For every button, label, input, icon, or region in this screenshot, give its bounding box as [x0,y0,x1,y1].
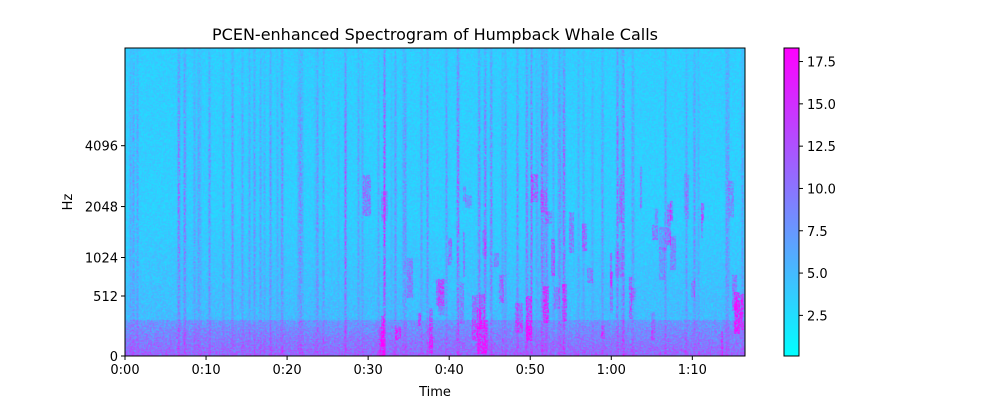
y-tick-label: 2048 [85,201,118,216]
spectrogram-image [125,48,745,356]
chart-title: PCEN-enhanced Spectrogram of Humpback Wh… [212,25,658,44]
colorbar-tick-label: 12.5 [807,140,836,155]
colorbar: 2.5 5.0 7.5 10.0 12.5 15.0 17.5 [783,47,836,357]
colorbar-tick-label: 17.5 [807,56,836,71]
x-axis: 0:00 0:10 0:20 0:30 0:40 0:50 1:00 1:10 [110,356,707,378]
colorbar-gradient [783,47,800,357]
x-tick-label: 0:50 [516,363,545,378]
x-tick-label: 0:40 [435,363,464,378]
y-axis-label: Hz [61,194,76,211]
x-tick-label: 0:20 [272,363,301,378]
y-tick-label: 512 [93,290,118,305]
x-tick-label: 0:10 [191,363,220,378]
colorbar-tick-label: 5.0 [807,267,828,282]
x-tick-label: 1:00 [597,363,626,378]
y-tick-label: 1024 [85,252,118,267]
y-tick-label: 0 [110,350,118,365]
x-tick-label: 0:30 [354,363,383,378]
plot-frame [124,47,746,357]
plot-area [124,47,746,357]
x-tick-label: 0:00 [110,363,139,378]
x-axis-label: Time [418,385,451,400]
x-tick-label: 1:10 [678,363,707,378]
colorbar-tick-label: 7.5 [807,225,828,240]
colorbar-tick-label: 2.5 [807,309,828,324]
colorbar-tick-label: 10.0 [807,182,836,197]
colorbar-tick-label: 15.0 [807,98,836,113]
y-axis: 0 512 1024 2048 4096 [85,140,125,365]
colorbar-ticks: 2.5 5.0 7.5 10.0 12.5 15.0 17.5 [799,56,836,324]
y-tick-label: 4096 [85,140,118,155]
